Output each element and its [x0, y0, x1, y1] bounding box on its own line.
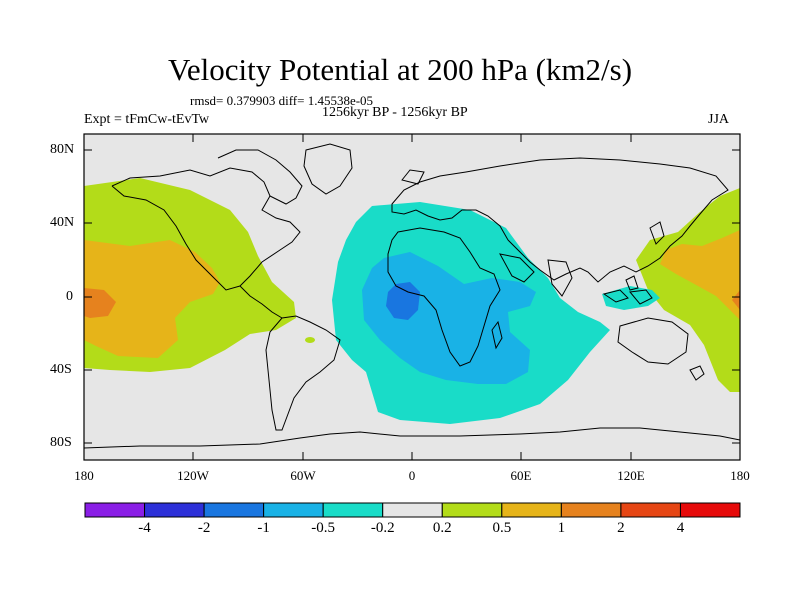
lat-label: 80S: [50, 435, 72, 450]
axis-ticks: [84, 134, 740, 460]
plot-title: Velocity Potential at 200 hPa (km2/s): [167, 52, 633, 87]
africa-strong-negative-region: [386, 282, 420, 320]
colorbar-label: -0.5: [311, 520, 336, 536]
experiment-label: Expt = tFmCw-tEvTw: [84, 112, 210, 127]
lon-label: 60W: [290, 468, 316, 483]
time-range: 1256kyr BP - 1256kyr BP: [322, 105, 468, 120]
colorbar: [84, 502, 741, 518]
colorbar-label: 0.5: [492, 520, 512, 536]
colorbar-label: 1: [557, 520, 566, 536]
colorbar-swatch: [203, 502, 265, 518]
lon-label: 180: [730, 468, 750, 483]
colorbar-swatch: [144, 502, 205, 518]
colorbar-swatch: [382, 502, 443, 518]
colorbar-label: -4: [138, 520, 151, 536]
colorbar-swatch: [263, 502, 324, 518]
west-pacific-strong-region: [732, 290, 740, 310]
south-america-positive-blob: [305, 337, 315, 343]
colorbar-label: -1: [257, 520, 270, 536]
lon-label: 60E: [510, 468, 532, 483]
colorbar-swatch: [441, 502, 503, 518]
colorbar-label: -2: [197, 520, 211, 536]
lat-label: 40S: [50, 362, 72, 377]
west-pacific-moderate-region: [660, 230, 740, 320]
stats-text: rmsd= 0.379903 diff= 1.45538e-05: [190, 93, 374, 108]
colorbar-label: 4: [676, 520, 685, 536]
pacific-moderate-region: [84, 240, 220, 358]
coastlines: [84, 143, 740, 449]
lon-label: 180: [74, 468, 94, 483]
pacific-strong-region: [84, 288, 116, 318]
lon-label: 0: [408, 468, 416, 483]
colorbar-swatch: [322, 502, 384, 518]
lon-label: 120W: [177, 468, 209, 483]
colorbar-swatch: [84, 502, 146, 518]
colorbar-swatch: [501, 502, 562, 518]
colorbar-label: -0.2: [370, 520, 395, 536]
lon-label: 120E: [617, 468, 645, 483]
colorbar-label: 2: [617, 520, 625, 536]
colorbar-swatch: [560, 502, 622, 518]
season-label: JJA: [708, 112, 730, 127]
lat-label: 80N: [50, 142, 75, 157]
lat-label: 0: [66, 289, 73, 304]
plot-frame: [83, 133, 741, 461]
colorbar-swatch: [679, 502, 741, 518]
colorbar-label: 0.2: [432, 520, 452, 536]
lat-label: 40N: [50, 215, 75, 230]
west-pacific-positive-region: [636, 188, 740, 392]
maritime-negative-region: [602, 286, 660, 310]
colorbar-swatch: [620, 502, 681, 518]
